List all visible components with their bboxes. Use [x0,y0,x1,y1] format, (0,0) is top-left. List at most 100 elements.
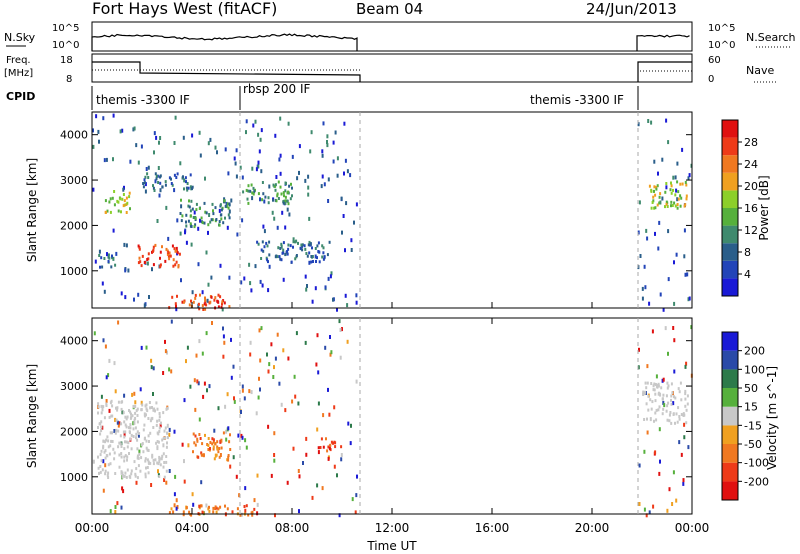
scatter-cell [653,419,655,423]
speckle-cell [244,486,247,491]
speckle-cell [162,443,165,448]
scatter-cell [668,419,671,423]
scatter-cell [672,188,674,192]
speckle-cell [137,160,140,165]
speckle-cell [643,264,646,269]
speckle-cell [226,392,229,397]
scatter-cell [102,444,105,448]
scatter-cell [124,471,127,475]
scatter-cell [657,384,660,388]
scatter-cell [168,257,171,261]
scatter-cell [207,507,210,511]
scatter-cell [286,252,289,256]
speckle-cell [222,334,225,339]
speckle-cell [121,486,124,491]
scatter-cell [210,218,213,222]
scatter-cell [175,304,177,308]
speckle-cell [94,259,97,264]
scatter-cell [159,463,162,467]
scatter-cell [115,418,118,422]
station-title: Fort Hays West (fitACF) [92,0,277,18]
speckle-cell [356,474,358,479]
speckle-cell [104,463,107,468]
speckle-cell [205,250,208,255]
scatter-cell [165,460,168,464]
speckle-cell [645,228,648,233]
speckle-cell [143,303,146,308]
scatter-cell [667,401,670,405]
scatter-cell [251,513,254,517]
scatter-cell [157,462,160,466]
speckle-cell [205,331,208,336]
scatter-cell [136,476,139,480]
speckle-cell [105,399,108,403]
speckle-cell [168,367,171,372]
scatter-cell [135,467,138,471]
scatter-cell [655,418,658,422]
scatter-cell [665,200,668,204]
freq-trace-late [637,61,692,82]
scatter-cell [282,248,285,252]
colorbar-tick-label: 24 [744,158,758,171]
scatter-cell [142,450,145,454]
beam-label: Beam 04 [356,0,423,18]
speckle-cell [274,356,277,361]
scatter-cell [100,429,103,433]
speckle-cell [144,189,147,194]
scatter-cell [116,199,119,203]
speckle-cell [109,509,112,514]
scatter-cell [137,244,140,248]
scatter-cell [111,256,114,260]
scatter-cell [251,510,254,514]
scatter-cell [100,459,103,463]
scatter-cell [684,180,687,184]
speckle-cell [648,301,651,306]
speckle-cell [273,216,276,221]
scatter-cell [132,427,135,431]
speckle-cell [343,171,345,176]
speckle-cell [638,502,641,506]
scatter-cell [297,241,299,245]
colorbar-swatch [722,260,738,279]
scatter-cell [111,440,114,443]
scatter-cell [182,300,185,304]
speckle-cell [197,226,200,231]
speckle-cell [279,153,282,158]
scatter-cell [658,195,661,199]
scatter-cell [308,240,311,244]
scatter-cell [657,392,660,396]
speckle-cell [341,230,343,235]
scatter-cell [110,414,113,418]
scatter-cell [166,252,169,256]
scatter-cell [645,386,648,390]
scatter-cell [289,244,292,248]
scatter-cell [316,244,319,248]
speckle-cell [324,285,327,290]
speckle-cell [117,423,120,428]
scatter-cell [163,475,166,479]
scatter-cell [135,409,138,413]
speckle-cell [92,459,95,464]
scatter-cell [164,426,167,430]
speckle-cell [116,420,119,425]
scatter-cell [166,441,168,445]
scatter-cell [262,192,265,196]
scatter-cell [654,193,657,197]
scatter-cell [117,400,120,404]
scatter-cell [119,442,122,446]
colorbar-tick-label: -15 [744,419,762,432]
colorbar-swatch [722,278,738,296]
scatter-cell [666,418,669,422]
speckle-cell [195,353,198,358]
speckle-cell [168,469,171,473]
scatter-cell [144,475,147,479]
scatter-cell [144,181,146,185]
scatter-cell [282,241,285,245]
scatter-cell [120,407,123,411]
scatter-cell [168,251,171,255]
scatter-cell [202,453,205,457]
scatter-cell [158,426,161,430]
scatter-cell [142,182,145,185]
scatter-cell [129,410,132,414]
speckle-cell [125,243,128,248]
